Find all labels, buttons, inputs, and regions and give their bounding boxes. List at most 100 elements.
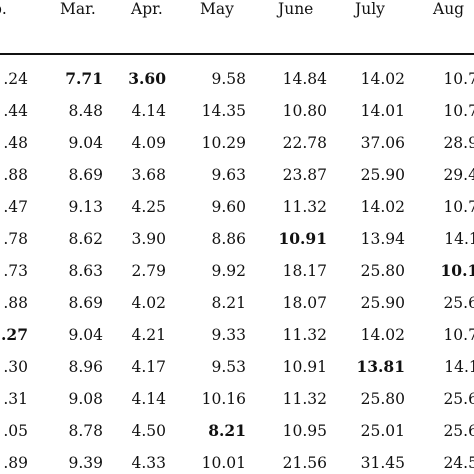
table-cell: 10.16 [201,390,246,408]
table-cell: .78 [3,230,28,248]
table-cell: 9.04 [68,134,103,152]
table-cell: 14.02 [360,198,405,216]
table-cell: 10.7( [443,326,474,344]
table-cell: 3.90 [131,230,166,248]
table-cell: 9.08 [68,390,103,408]
table-cell: 14.84 [282,70,327,88]
table-cell: 10.91 [282,358,327,376]
column-header: May [200,0,234,18]
table-cell: 8.78 [68,422,103,440]
table-cell: 4.21 [131,326,166,344]
table-cell: .47 [3,198,28,216]
table-cell: 10.95 [282,422,327,440]
table-cell: 24.5( [443,454,474,472]
table-cell: 14.35 [201,102,246,120]
table-cell: .88 [3,166,28,184]
table-cell: 9.39 [68,454,103,472]
table-cell: 14.1: [444,358,474,376]
table-cell: 2.79 [131,262,166,280]
table-cell: 9.13 [68,198,103,216]
table-cell: 29.4( [443,166,474,184]
table-cell: 9.53 [211,358,246,376]
table-cell: 31.45 [360,454,405,472]
table-cell: 25.6( [443,422,474,440]
table-cell: 10.01 [201,454,246,472]
table-cell: .48 [3,134,28,152]
table-cell: .89 [3,454,28,472]
table-cell: .30 [3,358,28,376]
table-cell: 3.68 [131,166,166,184]
table-cell: 14.01 [360,102,405,120]
table-cell: 4.14 [131,390,166,408]
table-cell: 25.90 [360,294,405,312]
table-cell: 10.7( [443,70,474,88]
table-cell: 11.32 [282,198,327,216]
column-header: b. [0,0,7,18]
table-cell: 3.60 [128,69,166,88]
table-cell: 8.62 [68,230,103,248]
column-header: Aug [433,0,465,18]
table-cell: 9.04 [68,326,103,344]
table-cell: 11.32 [282,390,327,408]
table-cell: 25.80 [360,262,405,280]
table-cell: 10.80 [282,102,327,120]
table-cell: 23.87 [282,166,327,184]
table-cell: 7.71 [65,69,103,88]
table-cell: .05 [3,422,28,440]
table-cell: .88 [3,294,28,312]
table-cell: 10.1: [440,261,474,280]
table-cell: 14.02 [360,326,405,344]
table-cell: 8.21 [208,421,246,440]
table-cell: 25.01 [360,422,405,440]
table-cell: 18.07 [282,294,327,312]
table-cell: 25.80 [360,390,405,408]
table-cell: .44 [3,102,28,120]
table-cell: 10.7( [443,102,474,120]
table-cell: 25.6( [443,294,474,312]
table-cell: .31 [3,390,28,408]
table-cell: 4.02 [131,294,166,312]
table-cell: 11.32 [282,326,327,344]
table-cell: 10.7( [443,198,474,216]
table-cell: .73 [3,262,28,280]
table-cell: 8.63 [68,262,103,280]
table-cell: 13.81 [356,357,405,376]
table-cell: 25.6( [443,390,474,408]
table-cell: 8.69 [68,294,103,312]
table-cell: .27 [1,325,28,344]
table-cell: 10.29 [201,134,246,152]
table-cell: 10.91 [278,229,327,248]
table-cell: 4.17 [131,358,166,376]
table-cell: 4.25 [131,198,166,216]
column-header: Mar. [60,0,96,18]
table-cell: 22.78 [282,134,327,152]
table-cell: 13.94 [360,230,405,248]
table-cell: 4.09 [131,134,166,152]
table-cell: 4.50 [131,422,166,440]
table-cell: 9.60 [211,198,246,216]
table-cell: 8.48 [68,102,103,120]
table-cell: 9.92 [211,262,246,280]
table-cell: 8.96 [68,358,103,376]
table-cell: 4.14 [131,102,166,120]
table-cell: 9.33 [211,326,246,344]
table-cell: 8.86 [211,230,246,248]
table-cell: 9.63 [211,166,246,184]
column-header: Apr. [131,0,163,18]
table-cell: 14.1: [444,230,474,248]
table-cell: 28.9( [443,134,474,152]
table-cell: 9.58 [211,70,246,88]
table-cell: 18.17 [282,262,327,280]
table-cell: .24 [3,70,28,88]
table-cell: 14.02 [360,70,405,88]
column-header: June [278,0,314,18]
table-cell: 4.33 [131,454,166,472]
column-header: July [355,0,385,18]
table-cell: 25.90 [360,166,405,184]
table-cell: 37.06 [360,134,405,152]
table-cell: 8.69 [68,166,103,184]
table-cell: 8.21 [211,294,246,312]
table-cell: 21.56 [282,454,327,472]
header-rule [0,53,474,55]
